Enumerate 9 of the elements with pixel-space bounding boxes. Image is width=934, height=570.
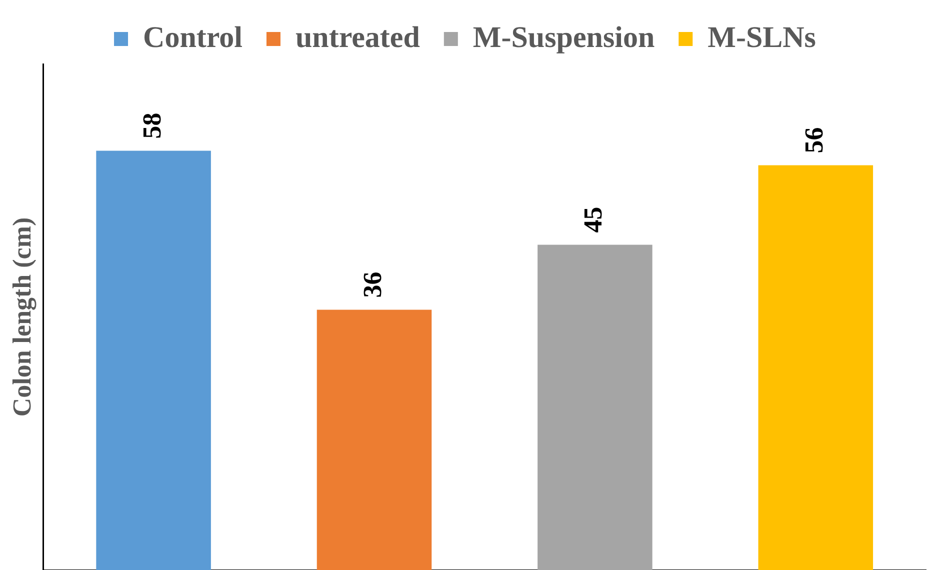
data-label: 58 xyxy=(137,112,166,139)
data-label: 36 xyxy=(358,272,387,298)
legend-label: M-SLNs xyxy=(708,20,816,54)
data-label: 56 xyxy=(799,127,828,154)
legend-label: untreated xyxy=(295,20,420,54)
legend-label: M-Suspension xyxy=(472,20,655,54)
legend-label: Control xyxy=(143,20,242,54)
y-axis-title: Colon length (cm) xyxy=(7,217,36,417)
data-label: 45 xyxy=(578,206,608,233)
